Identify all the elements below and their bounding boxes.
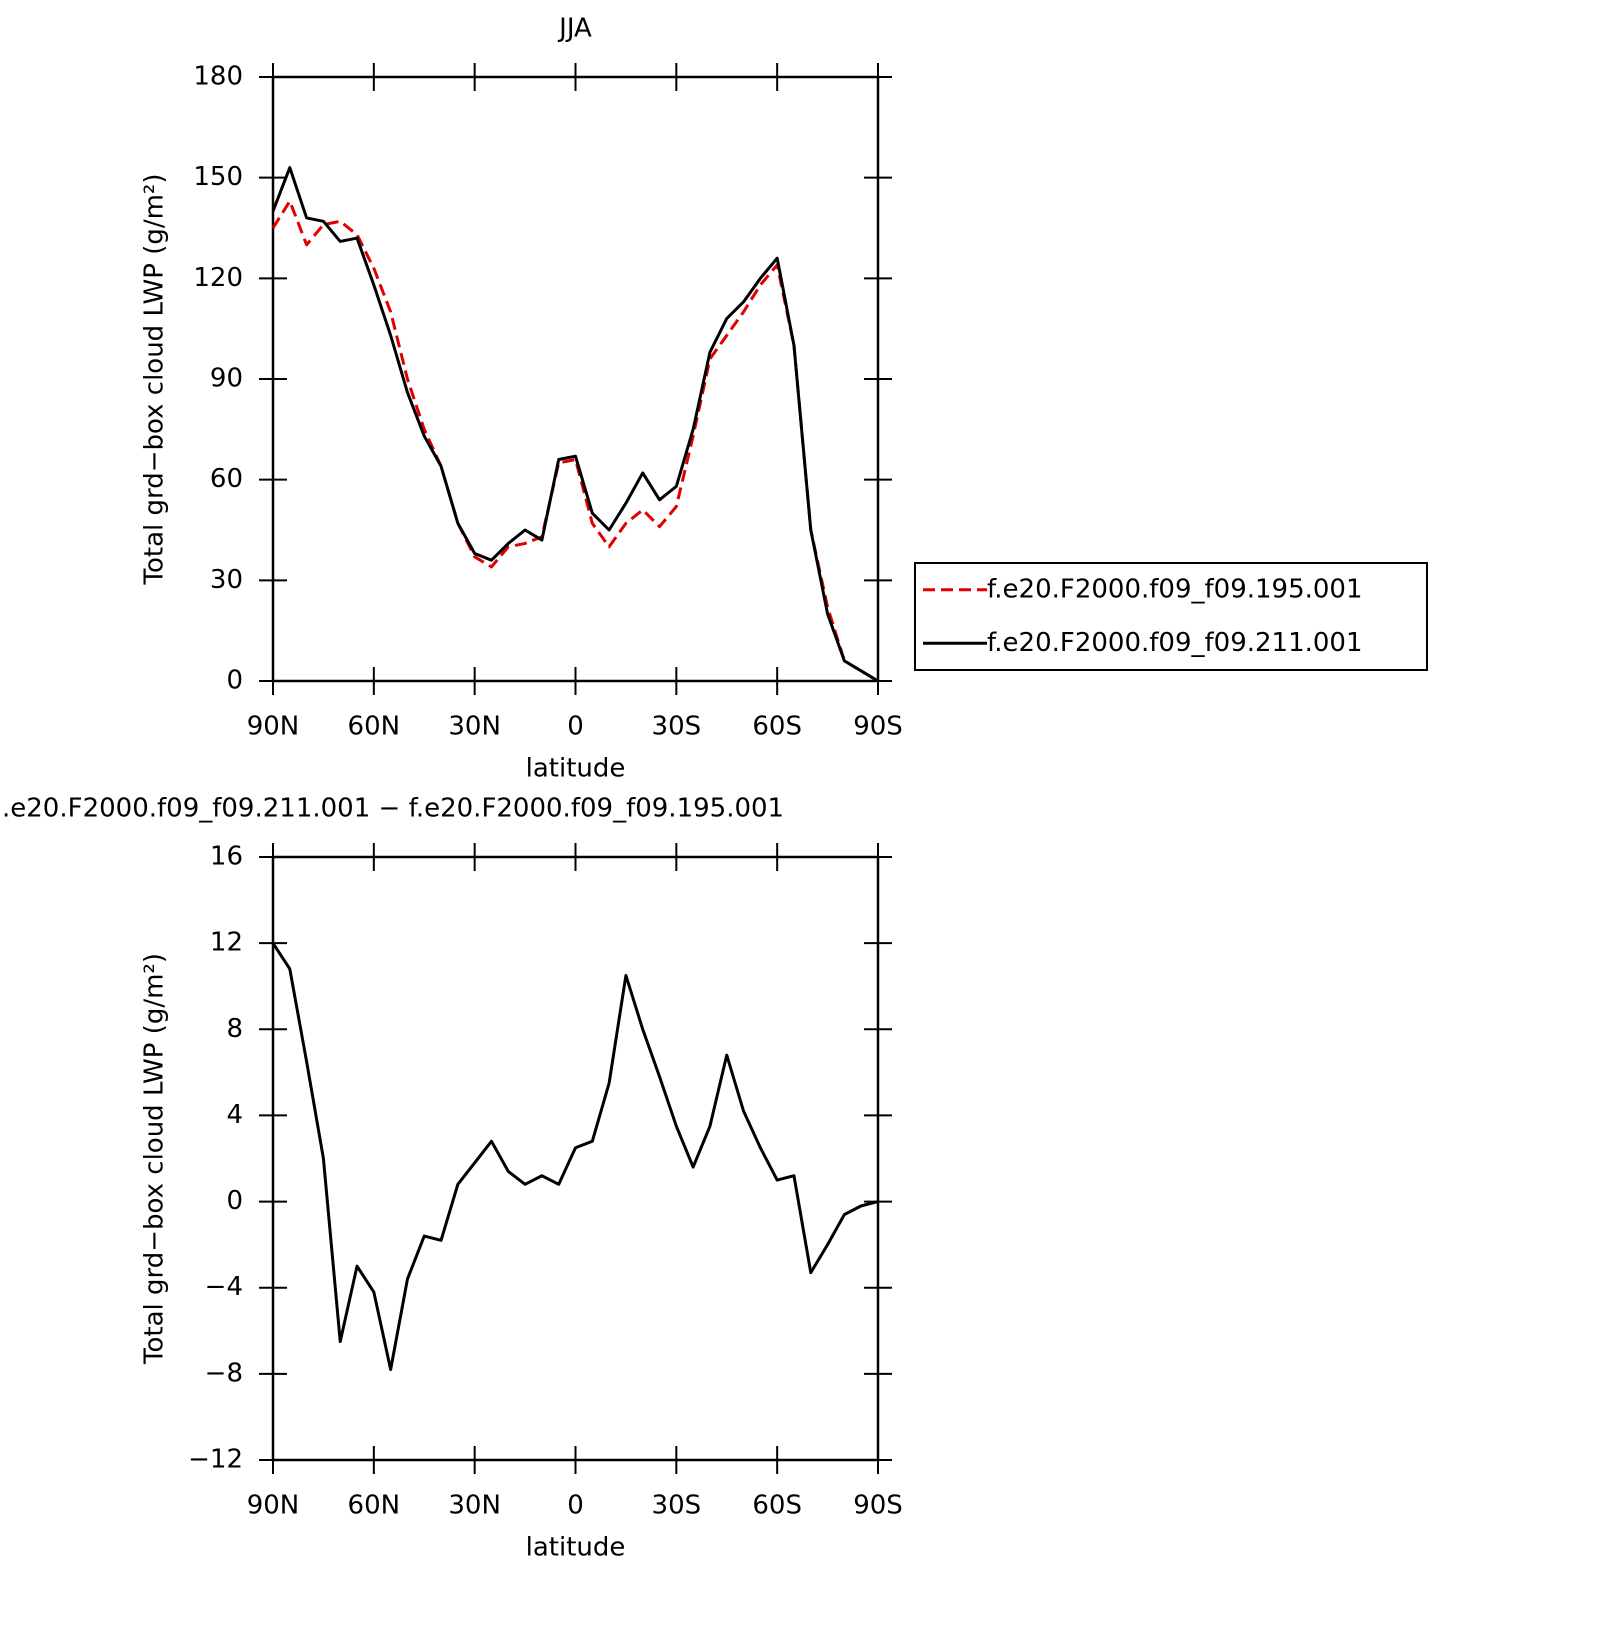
legend-box [914, 562, 1428, 671]
x-tick-label: 0 [567, 1491, 584, 1521]
y-tick-label: 4 [226, 1100, 243, 1130]
series-line [271, 942, 879, 1372]
x-tick-label: 90S [853, 712, 903, 742]
legend-label: f.e20.F2000.f09_f09.195.001 [987, 574, 1363, 604]
y-tick-label: 12 [210, 928, 243, 958]
y-axis-label: Total grd−box cloud LWP (g/m²) [140, 174, 170, 586]
y-tick-label: 16 [210, 842, 243, 872]
x-axis-label: latitude [526, 1533, 626, 1563]
chart-title: JJA [557, 14, 592, 44]
y-tick-label: 8 [226, 1014, 243, 1044]
x-tick-label: 90N [247, 712, 300, 742]
series-line [271, 166, 879, 683]
x-tick-label: 60S [752, 1491, 802, 1521]
x-axis-label: latitude [526, 754, 626, 784]
y-tick-label: 0 [226, 666, 243, 696]
y-tick-label: −12 [188, 1445, 243, 1475]
y-tick-label: 0 [226, 1186, 243, 1216]
y-tick-label: 150 [193, 162, 243, 192]
plot-frame [271, 855, 880, 1462]
y-tick-label: 180 [193, 62, 243, 92]
y-tick-label: −4 [205, 1272, 243, 1302]
x-tick-label: 60S [752, 712, 802, 742]
x-tick-label: 90S [853, 1491, 903, 1521]
y-tick-label: −8 [205, 1358, 243, 1388]
y-tick-label: 120 [193, 263, 243, 293]
x-tick-label: 30N [448, 712, 501, 742]
legend-label: f.e20.F2000.f09_f09.211.001 [987, 628, 1363, 658]
y-tick-label: 90 [210, 364, 243, 394]
x-tick-label: 30S [652, 712, 702, 742]
x-tick-label: 60N [348, 1491, 401, 1521]
y-tick-label: 30 [210, 565, 243, 595]
y-axis-label: Total grd−box cloud LWP (g/m²) [140, 953, 170, 1365]
chart-title: .e20.F2000.f09_f09.211.001 − f.e20.F2000… [2, 794, 784, 824]
series-line [271, 199, 879, 683]
plot-frame [271, 75, 880, 683]
x-tick-label: 30N [448, 1491, 501, 1521]
x-tick-label: 90N [247, 1491, 300, 1521]
x-tick-label: 0 [567, 712, 584, 742]
y-tick-label: 60 [210, 464, 243, 494]
x-tick-label: 30S [652, 1491, 702, 1521]
x-tick-label: 60N [348, 712, 401, 742]
